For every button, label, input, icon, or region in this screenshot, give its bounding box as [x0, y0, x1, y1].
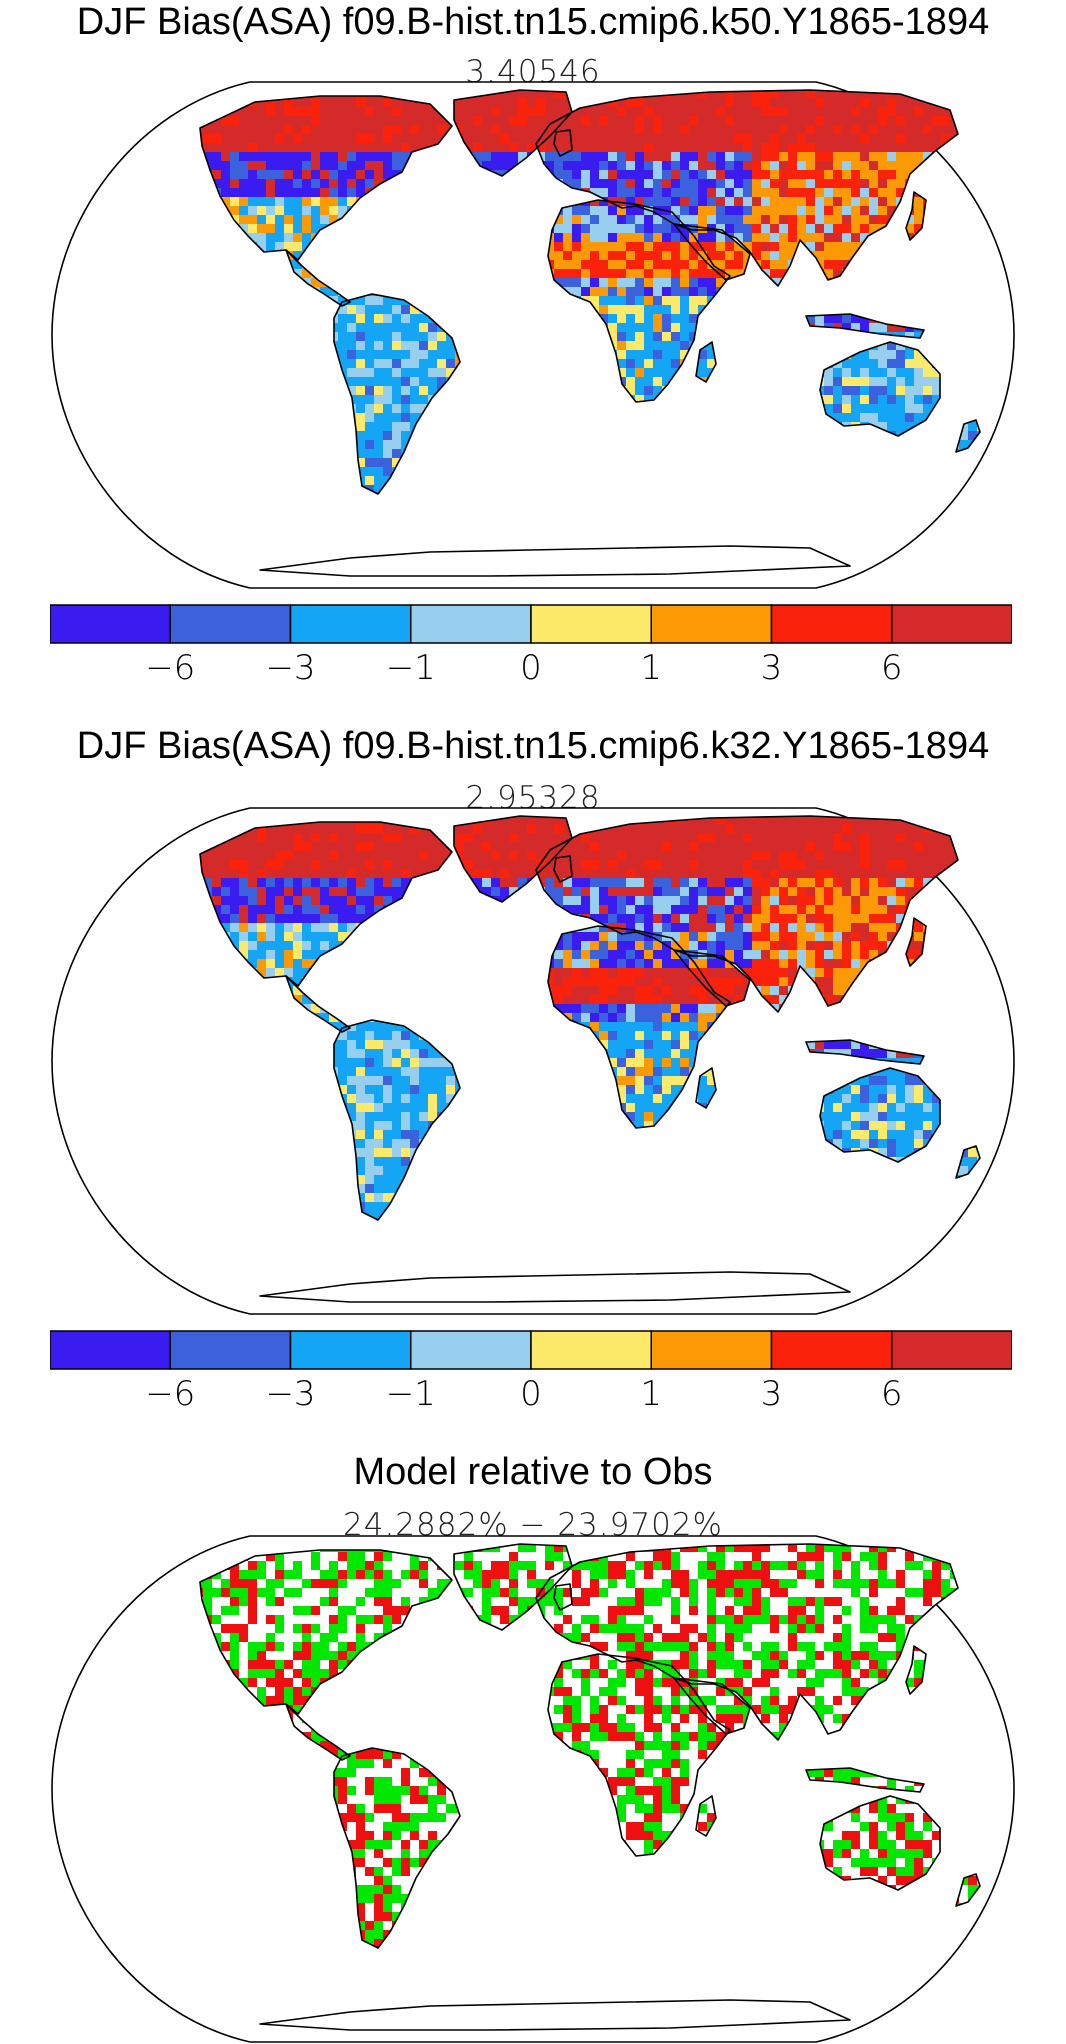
- coastlines: [199, 89, 981, 577]
- newzealand-coastline: [955, 419, 981, 453]
- arabia-coastline: [673, 949, 751, 1007]
- eurasia-coastline: [535, 89, 959, 287]
- colorbar-tick-label: −6: [145, 648, 196, 688]
- panel3-map: [51, 1535, 1015, 2043]
- southAmerica-coastline: [333, 293, 461, 495]
- colorbar-swatch: [891, 1330, 1012, 1370]
- madagascar-coastline: [695, 341, 717, 383]
- colorbar-swatch: [169, 1330, 292, 1370]
- colorbar-swatch: [50, 1330, 171, 1370]
- northAmerica-coastline: [199, 1549, 453, 1715]
- colorbar-tick-label: −1: [385, 648, 436, 688]
- indonesia-coastline: [805, 313, 925, 339]
- japan-coastline: [905, 917, 927, 967]
- panel1-title: DJF Bias(ASA) f09.B-hist.tn15.cmip6.k50.…: [76, 1, 990, 43]
- africa-coastline: [547, 199, 731, 403]
- australia-coastline: [819, 1067, 941, 1163]
- madagascar-coastline: [695, 1795, 717, 1837]
- coastlines: [199, 815, 981, 1303]
- arabia-coastline: [673, 223, 751, 281]
- australia-coastline: [819, 341, 941, 437]
- africa-coastline: [547, 1653, 731, 1857]
- colorbar-swatch: [770, 1330, 893, 1370]
- antarctica-coastline: [259, 545, 851, 577]
- colorbar-swatch: [530, 1330, 652, 1370]
- colorbar-tick-label: 1: [640, 1374, 663, 1414]
- colorbar-tick-label: 3: [760, 648, 783, 688]
- japan-coastline: [905, 191, 927, 241]
- panel1-map: [51, 81, 1015, 589]
- greenland-coastline: [453, 1543, 573, 1631]
- newzealand-coastline: [955, 1873, 981, 1907]
- northAmerica-coastline: [199, 821, 453, 987]
- colorbar-swatch: [410, 604, 532, 644]
- colorbar-tick-label: 6: [880, 648, 903, 688]
- panel1-colorbar-labels: −6 −3 −1 0 1 3 6: [50, 648, 1012, 688]
- uk-coastline: [553, 855, 573, 883]
- colorbar-swatch: [169, 604, 292, 644]
- colorbar-swatch: [410, 1330, 532, 1370]
- panel2-colorbar-labels: −6 −3 −1 0 1 3 6: [50, 1374, 1012, 1414]
- colorbar-swatch: [530, 604, 652, 644]
- colorbar-swatch: [289, 604, 412, 644]
- colorbar-tick-label: 0: [520, 648, 542, 688]
- colorbar-swatch: [891, 604, 1012, 644]
- greenland-coastline: [453, 89, 573, 177]
- colorbar-tick-label: −1: [385, 1374, 436, 1414]
- panel2-title: DJF Bias(ASA) f09.B-hist.tn15.cmip6.k32.…: [76, 725, 990, 767]
- colorbar-tick-label: −3: [265, 648, 316, 688]
- southAmerica-coastline: [333, 1747, 461, 1949]
- indonesia-coastline: [805, 1767, 925, 1793]
- colorbar-tick-label: 0: [520, 1374, 542, 1414]
- uk-coastline: [553, 1583, 573, 1611]
- colorbar-tick-label: 1: [640, 648, 663, 688]
- eurasia-coastline: [535, 1543, 959, 1741]
- colorbar-swatch: [289, 1330, 412, 1370]
- colorbar-tick-label: −3: [265, 1374, 316, 1414]
- southAmerica-coastline: [333, 1019, 461, 1221]
- greenland-coastline: [453, 815, 573, 903]
- eurasia-coastline: [535, 815, 959, 1013]
- antarctica-coastline: [259, 1999, 851, 2031]
- arabia-coastline: [673, 1677, 751, 1735]
- northAmerica-coastline: [199, 95, 453, 261]
- centralAmerica-coastline: [285, 249, 351, 307]
- australia-coastline: [819, 1795, 941, 1891]
- colorbar-swatch: [50, 604, 171, 644]
- centralAmerica-coastline: [285, 1703, 351, 1761]
- colorbar-swatch: [650, 604, 773, 644]
- colorbar-tick-label: 6: [880, 1374, 903, 1414]
- panel1-colorbar: [50, 604, 1012, 644]
- coastlines: [199, 1543, 981, 2031]
- colorbar-tick-label: 3: [760, 1374, 783, 1414]
- uk-coastline: [553, 129, 573, 157]
- panel2-map: [51, 807, 1015, 1315]
- panel3-title: Model relative to Obs: [353, 1451, 713, 1493]
- indonesia-coastline: [805, 1039, 925, 1065]
- newzealand-coastline: [955, 1145, 981, 1179]
- centralAmerica-coastline: [285, 975, 351, 1033]
- colorbar-swatch: [650, 1330, 773, 1370]
- antarctica-coastline: [259, 1271, 851, 1303]
- colorbar-swatch: [770, 604, 893, 644]
- africa-coastline: [547, 925, 731, 1129]
- japan-coastline: [905, 1645, 927, 1695]
- colorbar-tick-label: −6: [145, 1374, 196, 1414]
- madagascar-coastline: [695, 1067, 717, 1109]
- panel2-colorbar: [50, 1330, 1012, 1370]
